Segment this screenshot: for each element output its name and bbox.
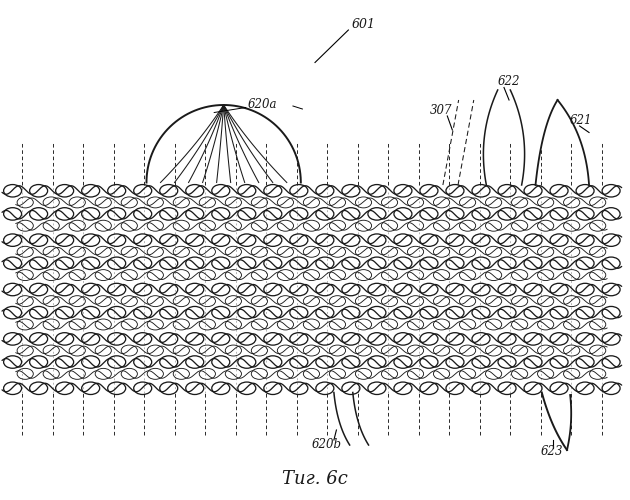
Text: 621: 621	[570, 114, 593, 126]
Text: 601: 601	[352, 18, 375, 31]
Text: 307: 307	[430, 104, 452, 117]
Text: 622: 622	[498, 75, 520, 88]
Text: 620a: 620a	[248, 98, 277, 110]
Text: Τиг. 6c: Τиг. 6c	[282, 470, 348, 488]
Text: 623: 623	[541, 445, 563, 458]
Text: 620b: 620b	[311, 438, 341, 452]
